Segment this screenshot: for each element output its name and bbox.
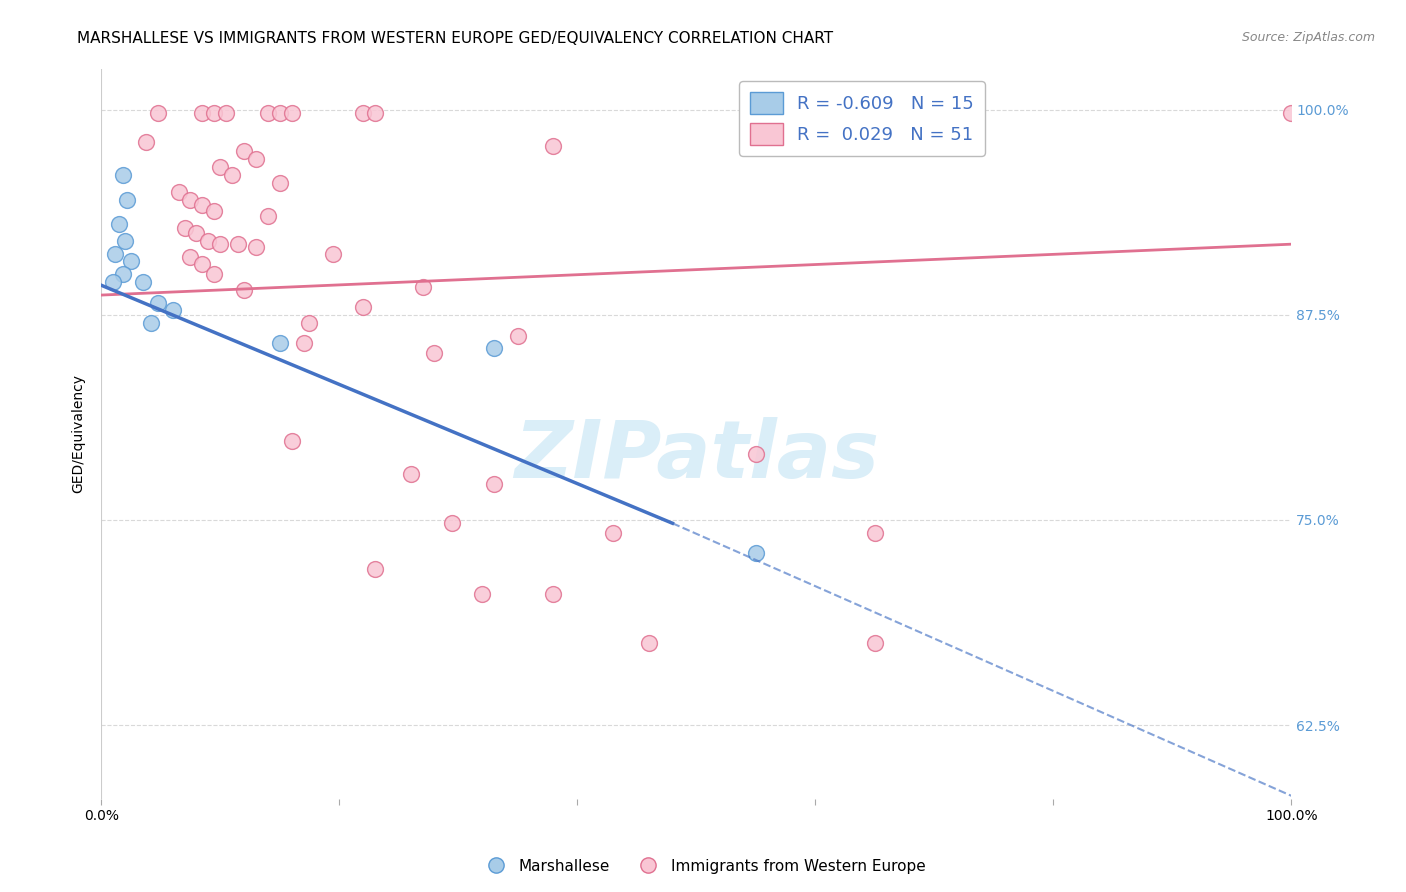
Point: [221, 168, 243, 182]
Point: [269, 177, 291, 191]
Point: [352, 300, 374, 314]
Point: [167, 185, 190, 199]
Point: [245, 240, 267, 254]
Point: [202, 106, 225, 120]
Point: [245, 152, 267, 166]
Point: [173, 220, 195, 235]
Point: [148, 296, 170, 310]
Legend: R = -0.609   N = 15, R =  0.029   N = 51: R = -0.609 N = 15, R = 0.029 N = 51: [740, 81, 984, 156]
Point: [108, 218, 131, 232]
Point: [482, 476, 505, 491]
Point: [863, 526, 886, 541]
Text: ZIPatlas: ZIPatlas: [513, 417, 879, 495]
Point: [117, 193, 139, 207]
Point: [471, 587, 494, 601]
Point: [233, 283, 256, 297]
Point: [215, 106, 238, 120]
Y-axis label: GED/Equivalency: GED/Equivalency: [72, 375, 86, 493]
Point: [364, 562, 387, 576]
Point: [191, 257, 214, 271]
Point: [352, 106, 374, 120]
Point: [132, 275, 155, 289]
Text: MARSHALLESE VS IMMIGRANTS FROM WESTERN EUROPE GED/EQUIVALENCY CORRELATION CHART: MARSHALLESE VS IMMIGRANTS FROM WESTERN E…: [77, 31, 834, 46]
Point: [186, 226, 208, 240]
Point: [543, 138, 565, 153]
Point: [399, 467, 422, 481]
Point: [202, 204, 225, 219]
Point: [745, 546, 768, 560]
Point: [543, 587, 565, 601]
Point: [423, 345, 446, 359]
Point: [148, 106, 170, 120]
Point: [269, 335, 291, 350]
Point: [179, 193, 201, 207]
Point: [191, 198, 214, 212]
Point: [233, 144, 256, 158]
Point: [256, 106, 278, 120]
Point: [292, 335, 315, 350]
Point: [322, 247, 344, 261]
Text: Source: ZipAtlas.com: Source: ZipAtlas.com: [1241, 31, 1375, 45]
Point: [441, 516, 464, 531]
Point: [226, 237, 249, 252]
Point: [120, 253, 142, 268]
Point: [104, 247, 127, 261]
Point: [280, 106, 302, 120]
Point: [179, 250, 201, 264]
Point: [637, 636, 659, 650]
Point: [141, 316, 163, 330]
Point: [602, 526, 624, 541]
Point: [269, 106, 291, 120]
Point: [482, 341, 505, 355]
Point: [209, 160, 232, 174]
Point: [209, 237, 232, 252]
Legend: Marshallese, Immigrants from Western Europe: Marshallese, Immigrants from Western Eur…: [474, 853, 932, 880]
Point: [364, 106, 387, 120]
Point: [135, 136, 157, 150]
Point: [114, 234, 136, 248]
Point: [280, 434, 302, 449]
Point: [202, 267, 225, 281]
Point: [506, 329, 529, 343]
Point: [162, 302, 184, 317]
Point: [412, 280, 434, 294]
Point: [197, 234, 219, 248]
Point: [745, 447, 768, 461]
Point: [191, 106, 214, 120]
Point: [256, 209, 278, 223]
Point: [111, 168, 134, 182]
Point: [298, 316, 321, 330]
Point: [863, 636, 886, 650]
Point: [1279, 106, 1302, 120]
Point: [111, 267, 134, 281]
Point: [101, 275, 124, 289]
